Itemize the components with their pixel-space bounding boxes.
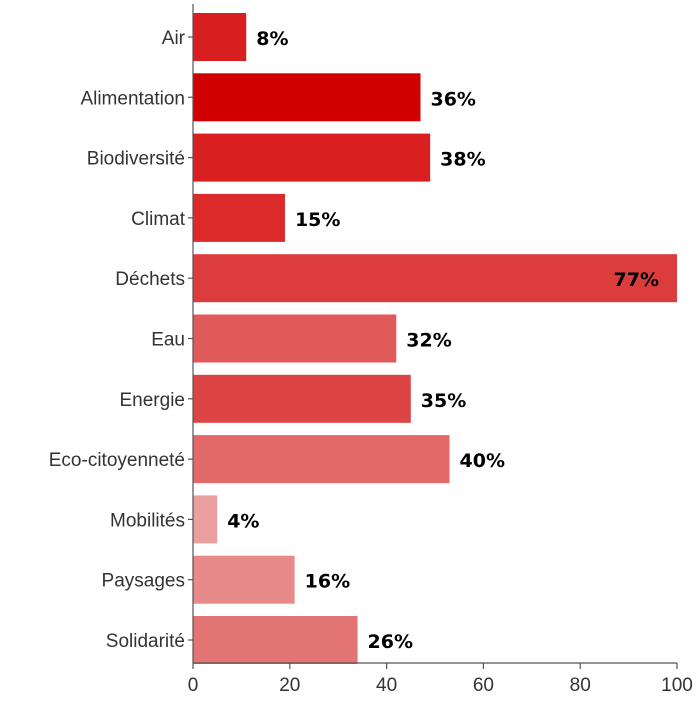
x-tick-label-40: 40 xyxy=(376,675,397,696)
category-label-air: Air xyxy=(162,28,186,49)
data-label-solidarite: 26% xyxy=(368,631,413,653)
bar-climat xyxy=(193,193,285,242)
data-label-mobilites: 4% xyxy=(227,510,259,532)
data-label-eau: 32% xyxy=(406,330,451,352)
category-label-eau: Eau xyxy=(151,330,185,351)
category-label-paysages: Paysages xyxy=(102,571,185,592)
bar-biodiversite xyxy=(193,133,431,182)
category-label-alimentation: Alimentation xyxy=(80,88,185,109)
data-label-climat: 15% xyxy=(295,209,340,231)
category-label-energie: Energie xyxy=(120,390,186,411)
x-ticks-group: 0 20 40 60 80 100 xyxy=(188,663,693,696)
bar-air xyxy=(193,13,247,61)
data-label-eco-citoyennete: 40% xyxy=(460,450,505,472)
category-label-solidarite: Solidarité xyxy=(106,631,185,652)
data-label-energie: 35% xyxy=(421,390,466,412)
bar-paysages xyxy=(193,555,295,604)
axes-group xyxy=(192,4,677,664)
x-tick-label-80: 80 xyxy=(570,675,591,696)
bar-eau xyxy=(193,314,397,363)
bar-energie xyxy=(193,374,411,423)
category-label-biodiversite: Biodiversité xyxy=(87,149,185,170)
data-label-dechets: 77% xyxy=(614,269,659,291)
bar-mobilites xyxy=(193,495,218,544)
data-label-paysages: 16% xyxy=(305,571,350,593)
category-labels-group: Air Alimentation Biodiversité Climat Déchets… xyxy=(49,28,193,652)
bar-alimentation xyxy=(193,73,421,122)
category-label-mobilites: Mobilités xyxy=(110,510,185,531)
category-label-eco-citoyennete: Eco-citoyenneté xyxy=(49,450,185,471)
x-tick-label-20: 20 xyxy=(279,675,300,696)
bar-dechets xyxy=(193,254,677,303)
x-tick-label-0: 0 xyxy=(188,675,199,696)
data-label-biodiversite: 38% xyxy=(440,149,485,171)
data-label-alimentation: 36% xyxy=(430,88,475,110)
x-tick-label-60: 60 xyxy=(473,675,494,696)
bar-solidarite xyxy=(193,616,358,664)
bar-eco-citoyennete xyxy=(193,435,450,484)
data-label-air: 8% xyxy=(256,28,288,50)
category-label-dechets: Déchets xyxy=(115,269,185,290)
category-label-climat: Climat xyxy=(131,209,186,230)
bars-group xyxy=(193,13,677,664)
x-tick-label-100: 100 xyxy=(661,675,693,696)
data-labels-group: 8% 36% 38% 15% 77% 32% 35% 40% 4% 16% 26% xyxy=(227,28,659,653)
